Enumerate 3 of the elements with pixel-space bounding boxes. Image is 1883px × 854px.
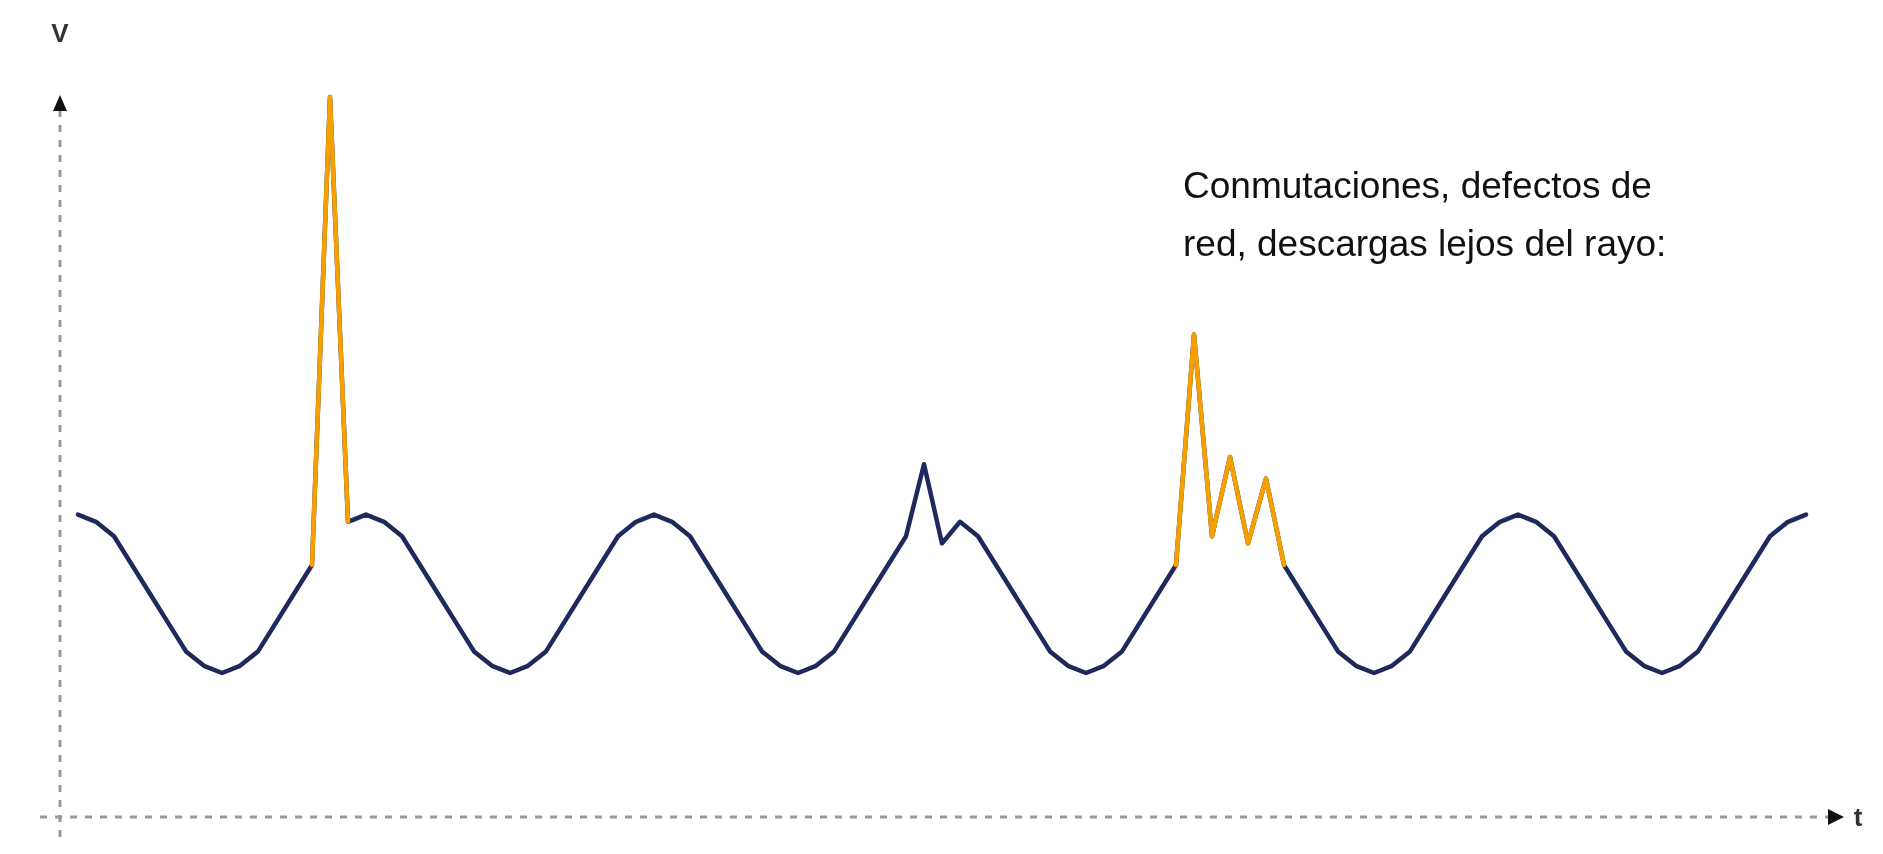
annotation: Conmutaciones, defectos de red, descargas lejos del rayo: bbox=[1183, 165, 1667, 264]
x-axis-title: t bbox=[1853, 802, 1863, 832]
y-axis-title: V bbox=[51, 18, 70, 48]
